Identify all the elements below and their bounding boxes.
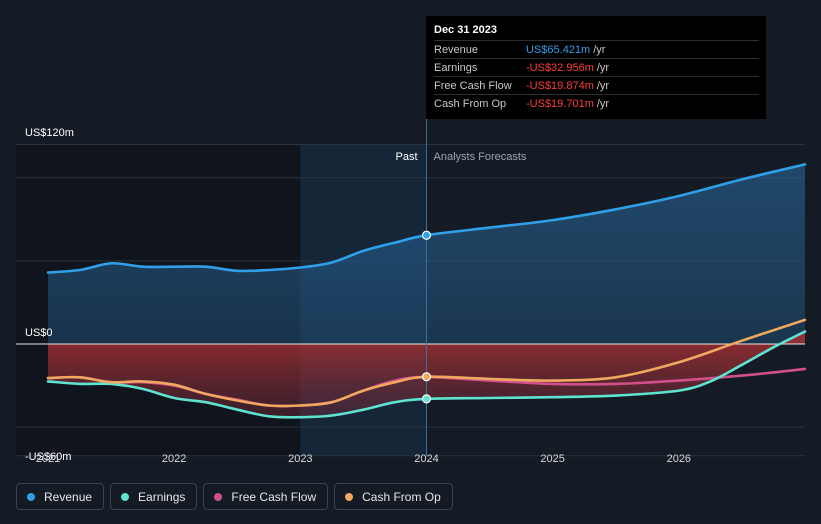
tooltip-label: Earnings [434,61,478,74]
x-tick-label: 2022 [162,453,186,465]
legend-item-cash-from-op[interactable]: Cash From Op [334,483,453,510]
tooltip-row-revenue: Revenue US$65.421m /yr [434,40,759,58]
chart-tooltip: Dec 31 2023 Revenue US$65.421m /yr Earni… [426,16,766,119]
tooltip-date: Dec 31 2023 [434,24,497,36]
legend-dot-icon [27,492,35,501]
x-tick-label: 2026 [667,453,691,465]
tooltip-value: -US$19.701m [526,97,594,110]
x-tick-label: 2023 [288,453,312,465]
x-tick-label: 2021 [36,453,60,465]
tooltip-unit: /yr [593,43,606,56]
marker-earnings [421,394,432,404]
tooltip-unit: /yr [596,61,610,74]
legend-dot-icon [121,492,130,501]
tooltip-row-cash-from-op: Cash From Op -US$19.701m /yr [434,94,759,112]
legend-label: Revenue [44,489,93,504]
tooltip-label: Free Cash Flow [434,79,512,92]
series-line-earnings [46,330,807,419]
tooltip-value: -US$19.874m [526,79,594,92]
marker-cash-from-op [421,372,432,382]
x-tick-label: 2025 [540,453,564,465]
tooltip-label: Cash From Op [434,97,507,110]
marker-revenue [421,230,432,240]
past-label: Past [395,151,417,163]
tooltip-row-free-cash-flow: Free Cash Flow -US$19.874m /yr [434,76,759,94]
forecast-label: Analysts Forecasts [434,151,527,163]
series-line-cash-from-op [46,318,807,408]
legend-label: Earnings [138,489,186,504]
y-tick-label: US$120m [25,127,74,139]
y-tick-label: -US$60m [25,451,71,463]
tooltip-unit: /yr [596,97,610,110]
legend-item-earnings[interactable]: Earnings [110,483,198,510]
legend-label: Cash From Op [362,489,441,504]
tooltip-value: -US$32.956m [526,61,594,74]
legend-dot-icon [345,492,354,501]
legend-dot-icon [214,492,223,501]
series-line-revenue [46,163,807,274]
tooltip-row-earnings: Earnings -US$32.956m /yr [434,58,759,76]
legend-label: Free Cash Flow [231,489,317,504]
x-tick-label: 2024 [414,453,438,465]
chart-legend: Revenue Earnings Free Cash Flow Cash Fro… [16,483,453,510]
y-tick-label: US$0 [25,327,53,339]
tooltip-unit: /yr [596,79,610,92]
legend-item-free-cash-flow[interactable]: Free Cash Flow [203,483,329,510]
legend-item-revenue[interactable]: Revenue [16,483,105,510]
tooltip-value: US$65.421m [526,43,591,56]
tooltip-label: Revenue [434,43,479,56]
